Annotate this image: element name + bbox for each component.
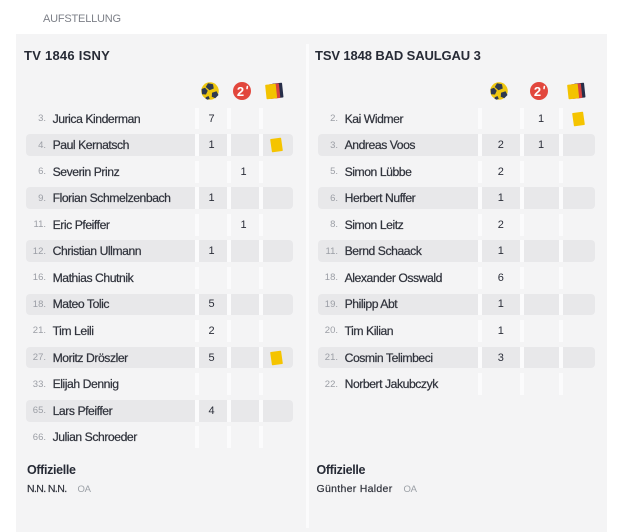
svg-text:2: 2 — [236, 84, 243, 99]
svg-text:2: 2 — [534, 84, 541, 99]
